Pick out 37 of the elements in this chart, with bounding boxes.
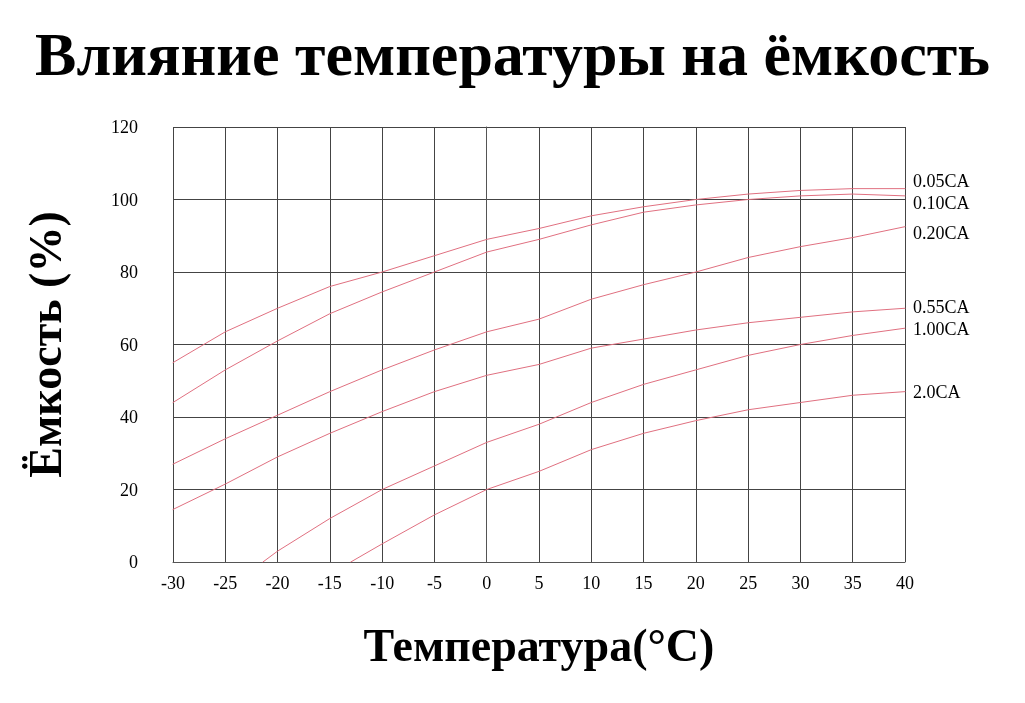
x-tick-label: -10 <box>370 573 395 593</box>
y-tick-label: 100 <box>111 189 138 210</box>
series-label: 1.00CA <box>913 319 970 340</box>
x-tick-label: -20 <box>265 573 290 593</box>
line-series <box>172 226 906 465</box>
line-series <box>172 307 906 510</box>
x-tick-label: -5 <box>426 573 442 593</box>
y-tick-label: 80 <box>120 262 138 282</box>
series-label: 0.05CA <box>913 171 970 192</box>
x-tick-label: 5 <box>534 573 544 593</box>
x-tick-label: 0 <box>482 573 492 593</box>
y-tick-label: 0 <box>129 552 138 572</box>
series-label: 0.10CA <box>913 193 970 214</box>
chart-title: Влияние температуры на ёмкость <box>35 20 990 88</box>
series-label: 0.20CA <box>913 222 970 243</box>
x-tick-label: 35 <box>843 573 862 593</box>
line-series <box>262 327 906 563</box>
x-tick-label: -25 <box>213 573 238 593</box>
series-label: 2.0CA <box>913 381 961 402</box>
x-tick-label: -15 <box>317 573 342 593</box>
x-tick-label: -30 <box>161 573 185 593</box>
x-tick-label: 25 <box>739 573 758 593</box>
x-tick-label: 30 <box>791 573 810 593</box>
y-tick-label: 120 <box>111 117 138 137</box>
y-tick-label: 20 <box>120 479 138 500</box>
line-series <box>172 193 906 403</box>
x-axis-title: Температура(°C) <box>363 619 715 671</box>
x-tick-label: 10 <box>582 573 601 593</box>
x-tick-label: 40 <box>896 573 914 593</box>
series-label: 0.55CA <box>913 297 970 318</box>
line-series <box>172 188 906 364</box>
y-axis-title: Ёмкость (%) <box>19 211 71 478</box>
y-tick-label: 60 <box>120 334 138 355</box>
y-tick-label: 40 <box>120 407 138 427</box>
x-tick-label: 20 <box>686 573 705 593</box>
x-tick-label: 15 <box>634 573 653 593</box>
line-series <box>350 391 906 563</box>
